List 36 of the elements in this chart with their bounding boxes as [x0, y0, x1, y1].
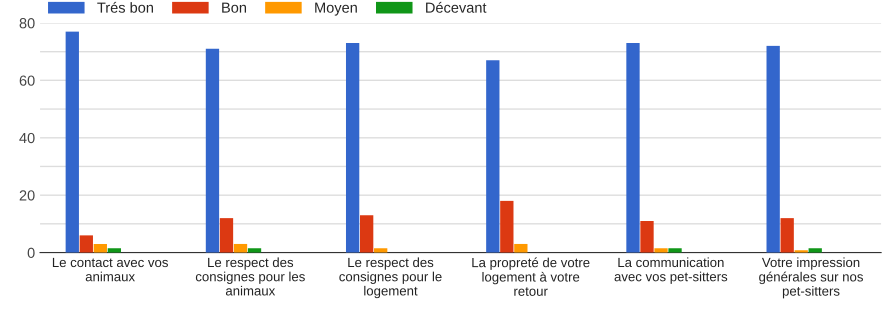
bar — [80, 235, 93, 253]
x-tick-label: La communication avec vos pet-sitters — [614, 257, 728, 284]
bar — [248, 248, 262, 253]
legend-label: Décevant — [426, 2, 486, 13]
x-tick-label: Le respect des consignes pour les animaux — [196, 257, 305, 296]
y-tick-label: 20 — [20, 190, 35, 201]
x-tick-label: Votre impression générales sur nos pet-sitters — [759, 257, 863, 298]
y-tick-label: 80 — [20, 18, 35, 28]
bar — [220, 218, 234, 253]
bar — [766, 46, 780, 253]
bar — [640, 220, 654, 253]
y-tick-label: 40 — [19, 132, 35, 144]
bar — [360, 215, 374, 253]
bar — [206, 48, 220, 253]
bar — [780, 218, 794, 253]
bar — [234, 244, 248, 253]
bar — [514, 244, 528, 253]
bar — [108, 248, 121, 253]
bar — [346, 43, 360, 253]
legend-label: Trés bon — [97, 2, 153, 13]
bar — [654, 248, 668, 253]
bar — [808, 248, 822, 253]
legend-label: Bon — [222, 2, 246, 13]
bar — [668, 248, 682, 253]
legend-label: Moyen — [315, 2, 357, 16]
bar — [66, 32, 79, 253]
x-tick-label: Le respect des consignes pour le logement — [339, 257, 442, 298]
bar — [486, 60, 500, 253]
x-tick-label: La propreté de votre logement à votre retour — [472, 257, 590, 296]
x-tick-label: Le contact avec vos animaux — [52, 258, 168, 282]
bar — [94, 244, 107, 253]
y-tick-label: 0 — [28, 248, 35, 258]
bar — [374, 248, 388, 253]
bar — [626, 43, 640, 253]
y-tick-label: 60 — [20, 75, 35, 86]
bar — [500, 200, 514, 253]
